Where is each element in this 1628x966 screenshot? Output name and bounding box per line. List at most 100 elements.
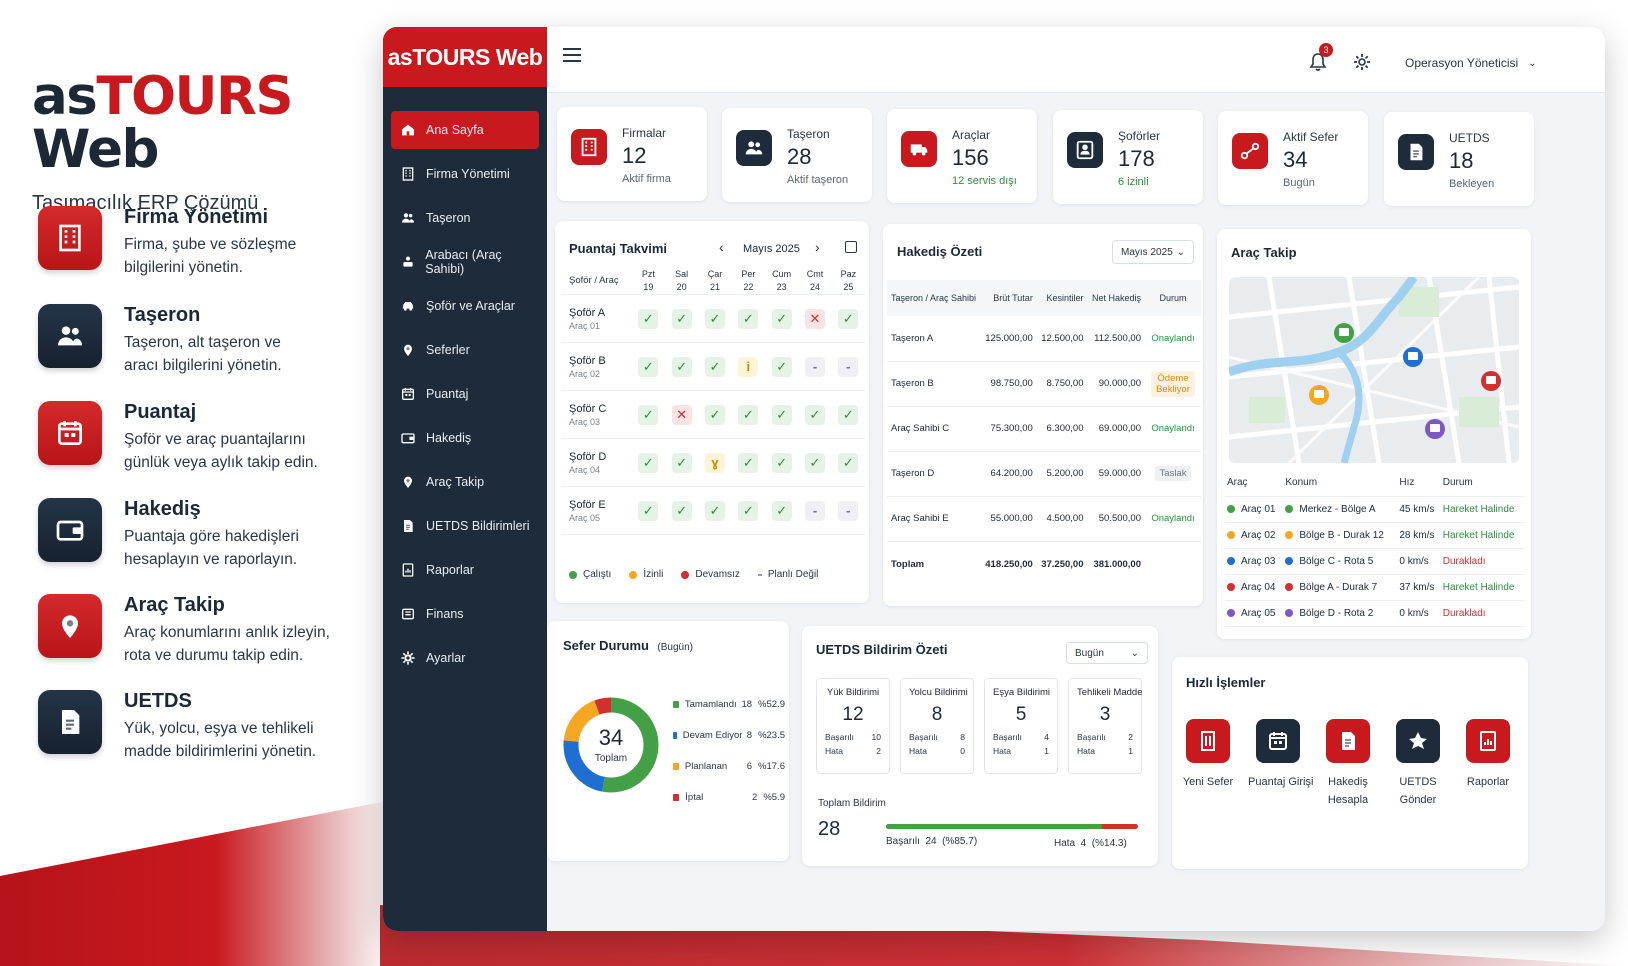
main-area: 3 Operasyon Yöneticisi ⌄ Firmalar 12 Aktif… [547, 27, 1605, 931]
feature-text: Taşeron Taşeron, alt taşeron ve aracı bilg… [124, 304, 282, 377]
vehicle-marker-1[interactable] [1334, 323, 1354, 343]
attendance-cell[interactable]: ✓ [731, 438, 765, 487]
stat-card[interactable]: Aktif Sefer 34 Bugün [1218, 111, 1368, 205]
sidebar-item-ta-eron[interactable]: Taşeron [391, 199, 539, 237]
quick-action-raporlar[interactable]: Raporlar [1458, 719, 1518, 791]
quick-action-puantaj-giri-i[interactable]: Puantaj Girişi [1248, 719, 1313, 791]
tracking-location: Bölge D - Rota 2 [1299, 608, 1374, 619]
attendance-cell[interactable]: ✓ [798, 438, 832, 487]
feature-text: UETDS Yük, yolcu, eşya ve tehlikeli madde … [124, 690, 316, 763]
attendance-cell[interactable]: ✓ [831, 294, 865, 343]
gear-icon[interactable] [1353, 53, 1371, 76]
tracking-row[interactable]: Araç 01 Merkez - Bölge A 45 km/s Hareket Ha… [1225, 496, 1525, 523]
hakedis-row[interactable]: Taşeron D 64.200,00 5.200,00 59.000,00 Tasla… [887, 451, 1201, 497]
sidebar-item-ara-takip[interactable]: Araç Takip [391, 463, 539, 501]
sidebar-item-of-r-ve-ara-lar[interactable]: Şoför ve Araçlar [391, 287, 539, 325]
attendance-cell[interactable]: ✓ [831, 438, 865, 487]
hakedis-name: Taşeron A [887, 316, 981, 362]
attendance-cell[interactable]: - [831, 342, 865, 391]
attendance-cell[interactable]: ✓ [731, 390, 765, 439]
attendance-cell[interactable]: ✓ [731, 294, 765, 343]
sidebar-item-uetds-bildirimleri[interactable]: UETDS Bildirimleri [391, 507, 539, 545]
quick-action-hakedi-[interactable]: Hakediş Hesapla [1318, 719, 1378, 809]
attendance-ok-icon: ✓ [638, 500, 659, 521]
sidebar-item-firma-y-netimi[interactable]: Firma Yönetimi [391, 155, 539, 193]
tracking-row[interactable]: Araç 02 Bölge B - Durak 12 28 km/s Hareket … [1225, 522, 1525, 549]
hamburger-menu-icon[interactable] [563, 48, 581, 62]
err-value: 1 [1044, 746, 1049, 756]
next-month-icon[interactable]: › [815, 239, 820, 255]
user-menu[interactable]: Operasyon Yöneticisi ⌄ [1405, 56, 1537, 70]
attendance-cell[interactable]: ✓ [665, 294, 699, 343]
uetds-period-select[interactable]: Bugün ⌄ [1066, 642, 1148, 664]
sidebar-item-finans[interactable]: Finans [391, 595, 539, 633]
users-icon [736, 130, 772, 166]
stat-card[interactable]: Araçlar 156 12 servis dışı [887, 109, 1037, 203]
attendance-cell[interactable]: ✓ [698, 294, 732, 343]
tracking-row[interactable]: Araç 04 Bölge A - Durak 7 37 km/s Hareket H… [1225, 574, 1525, 601]
vehicle-color-dot [1227, 531, 1235, 540]
stat-card[interactable]: UETDS 18 Bekleyen [1384, 112, 1534, 206]
attendance-cell[interactable]: ✓ [631, 390, 666, 439]
attendance-cell[interactable]: ✕ [798, 294, 832, 343]
stat-card[interactable]: Şoförler 178 6 izinli [1053, 110, 1203, 204]
calendar-icon[interactable] [845, 241, 857, 253]
attendance-cell[interactable]: ✓ [665, 486, 699, 535]
uetds-box[interactable]: Tehlikeli Madde 3 Başarılı 2 Hata 1 [1068, 678, 1142, 774]
vehicle-marker-5[interactable] [1425, 419, 1445, 439]
notification-bell-icon[interactable]: 3 [1309, 43, 1333, 77]
stat-sub: Bugün [1283, 177, 1315, 189]
vehicle-marker-4[interactable] [1481, 371, 1501, 391]
sidebar-item-puantaj[interactable]: Puantaj [391, 375, 539, 413]
attendance-cell[interactable]: ✓ [731, 486, 765, 535]
uetds-box[interactable]: Eşya Bildirimi 5 Başarılı 4 Hata 1 [984, 678, 1058, 774]
stat-card[interactable]: Firmalar 12 Aktif firma [557, 107, 707, 201]
hakedis-row[interactable]: Taşeron B 98.750,00 8.750,00 90.000,00 Ödeme… [887, 361, 1201, 407]
attendance-cell[interactable]: ✓ [631, 486, 666, 535]
quick-action-yeni-sefer[interactable]: Yeni Sefer [1178, 719, 1238, 791]
uetds-box[interactable]: Yük Bildirimi 12 Başarılı 10 Hata 2 [816, 678, 890, 774]
attendance-cell[interactable]: ✓ [831, 390, 865, 439]
attendance-cell[interactable]: ✓ [665, 342, 699, 391]
hakedis-row[interactable]: Araç Sahibi E 55.000,00 4.500,00 50.500,00 O… [887, 496, 1201, 542]
attendance-cell[interactable]: ✓ [765, 390, 799, 439]
attendance-cell[interactable]: ɣ [698, 438, 732, 487]
stat-card[interactable]: Taşeron 28 Aktif taşeron [722, 108, 872, 202]
attendance-cell[interactable]: - [798, 342, 832, 391]
attendance-cell[interactable]: ✕ [665, 390, 699, 439]
tracking-map[interactable] [1229, 277, 1519, 463]
attendance-cell[interactable]: ✓ [765, 342, 799, 391]
hakedis-row[interactable]: Araç Sahibi C 75.300,00 6.300,00 69.000,00 O… [887, 406, 1201, 452]
sidebar-item-ana-sayfa[interactable]: Ana Sayfa [391, 111, 539, 149]
attendance-cell[interactable]: ✓ [698, 390, 732, 439]
hakedis-row[interactable]: Taşeron A 125.000,00 12.500,00 112.500,00 On… [887, 316, 1201, 362]
attendance-cell[interactable]: ✓ [631, 294, 666, 343]
attendance-cell[interactable]: - [831, 486, 865, 535]
stat-label: UETDS [1449, 131, 1490, 145]
attendance-cell[interactable]: i [731, 342, 765, 391]
vehicle-marker-3[interactable] [1403, 347, 1423, 367]
prev-month-icon[interactable]: ‹ [719, 239, 724, 255]
sidebar-item-raporlar[interactable]: Raporlar [391, 551, 539, 589]
attendance-cell[interactable]: ✓ [631, 342, 666, 391]
attendance-cell[interactable]: ✓ [698, 486, 732, 535]
attendance-cell[interactable]: ✓ [765, 294, 799, 343]
attendance-cell[interactable]: ✓ [765, 486, 799, 535]
feature-title: Araç Takip [124, 594, 225, 616]
vehicle-marker-2[interactable] [1309, 385, 1329, 405]
attendance-cell[interactable]: ✓ [665, 438, 699, 487]
attendance-cell[interactable]: ✓ [698, 342, 732, 391]
hakedis-period-select[interactable]: Mayıs 2025 ⌄ [1112, 240, 1194, 264]
sidebar-item-ayarlar[interactable]: Ayarlar [391, 639, 539, 677]
attendance-cell[interactable]: - [798, 486, 832, 535]
sidebar-item-hakedi[interactable]: Hakediş [391, 419, 539, 457]
attendance-cell[interactable]: ✓ [631, 438, 666, 487]
sidebar-item-seferler[interactable]: Seferler [391, 331, 539, 369]
quick-action-uetds[interactable]: UETDS Gönder [1388, 719, 1448, 809]
attendance-cell[interactable]: ✓ [798, 390, 832, 439]
attendance-cell[interactable]: ✓ [765, 438, 799, 487]
tracking-row[interactable]: Araç 05 Bölge D - Rota 2 0 km/s Durakladı [1225, 600, 1525, 627]
tracking-row[interactable]: Araç 03 Bölge C - Rota 5 0 km/s Durakladı [1225, 548, 1525, 575]
sidebar-item-arabac-ara-sahibi[interactable]: Arabacı (Araç Sahibi) [391, 243, 539, 281]
uetds-box[interactable]: Yolcu Bildirimi 8 Başarılı 8 Hata 0 [900, 678, 974, 774]
